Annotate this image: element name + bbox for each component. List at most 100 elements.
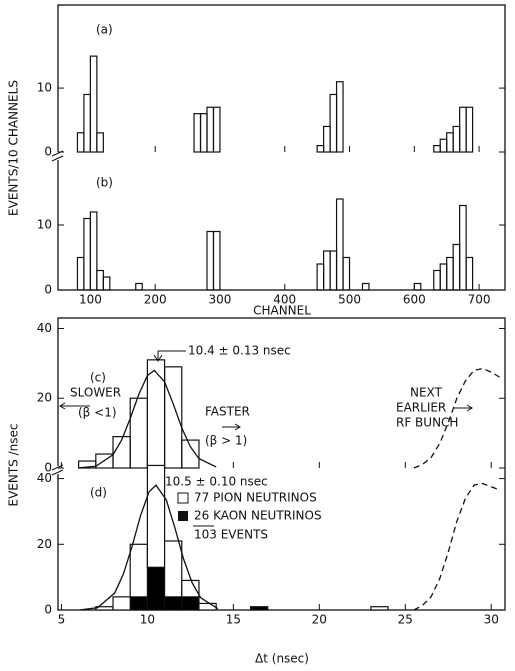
annotation: 10.4 ± 0.13 nsec bbox=[188, 344, 291, 358]
y-axis-label: EVENTS/10 CHANNELS bbox=[7, 80, 21, 216]
x-tick-label: 600 bbox=[403, 293, 426, 307]
bar bbox=[206, 106, 215, 153]
bar bbox=[199, 113, 208, 153]
x-axis-label: Δt (nsec) bbox=[255, 652, 309, 666]
x-tick-label: 10 bbox=[140, 613, 155, 627]
bar bbox=[198, 602, 217, 611]
y-tick-label: 0 bbox=[44, 603, 52, 617]
x-axis-label: CHANNEL bbox=[253, 304, 311, 318]
bar bbox=[329, 250, 338, 291]
bar bbox=[89, 211, 98, 291]
annotation: 103 EVENTS bbox=[194, 528, 268, 542]
bar bbox=[433, 269, 441, 291]
x-tick-label: 700 bbox=[468, 293, 491, 307]
panel-label: (a) bbox=[96, 23, 113, 37]
x-tick-label: 500 bbox=[338, 293, 361, 307]
bar bbox=[446, 132, 454, 153]
arrow bbox=[222, 423, 241, 431]
bar bbox=[163, 366, 183, 469]
arrow bbox=[454, 404, 473, 412]
legend-swatch bbox=[178, 511, 188, 521]
annotation: FASTER bbox=[205, 405, 250, 419]
bar bbox=[193, 113, 202, 153]
y-tick-label: 20 bbox=[37, 391, 52, 405]
bar bbox=[135, 282, 143, 291]
bar bbox=[361, 282, 370, 291]
curve bbox=[80, 484, 219, 611]
annotation: NEXT bbox=[410, 386, 443, 400]
bar bbox=[335, 198, 344, 291]
y-tick-label: 0 bbox=[44, 283, 52, 297]
bar bbox=[146, 359, 166, 469]
bar bbox=[89, 55, 98, 153]
bar bbox=[129, 543, 148, 598]
bar bbox=[342, 256, 351, 291]
frame-bottom bbox=[57, 317, 506, 611]
bar bbox=[83, 217, 91, 291]
annotation: SLOWER bbox=[70, 386, 121, 400]
bar bbox=[335, 81, 344, 153]
x-tick-label: 25 bbox=[398, 613, 413, 627]
legend-label: 26 KAON NEUTRINOS bbox=[194, 509, 322, 523]
annotation: 10.5 ± 0.10 nsec bbox=[165, 475, 268, 489]
bar bbox=[413, 282, 422, 291]
bar bbox=[181, 596, 200, 611]
bar bbox=[465, 256, 474, 291]
y-tick-label: 20 bbox=[37, 537, 52, 551]
annotation: (β <1) bbox=[78, 406, 117, 420]
bar bbox=[181, 579, 200, 598]
y-axis-label: EVENTS /nsec bbox=[7, 424, 21, 507]
x-tick-label: 5 bbox=[58, 613, 66, 627]
bar bbox=[112, 596, 131, 611]
bar bbox=[452, 125, 461, 153]
bar bbox=[370, 606, 389, 611]
legend-label: 77 PION NEUTRINOS bbox=[194, 491, 317, 505]
bar bbox=[452, 243, 461, 291]
bar bbox=[76, 132, 85, 153]
y-tick-label: 10 bbox=[37, 218, 52, 232]
y-tick-label: 0 bbox=[44, 461, 52, 475]
frame-top bbox=[57, 4, 506, 291]
bar bbox=[433, 145, 441, 153]
bar bbox=[102, 276, 111, 291]
bar bbox=[323, 250, 331, 291]
bar bbox=[212, 230, 221, 291]
bar bbox=[129, 397, 148, 469]
bar bbox=[96, 132, 104, 153]
bar bbox=[181, 439, 200, 469]
bar bbox=[439, 263, 448, 291]
curve bbox=[78, 369, 217, 469]
panel-label: (d) bbox=[90, 486, 107, 500]
bar bbox=[129, 596, 148, 611]
bar bbox=[465, 106, 474, 153]
bar bbox=[323, 125, 331, 153]
bar bbox=[76, 256, 85, 291]
x-tick-label: 20 bbox=[312, 613, 327, 627]
bar bbox=[459, 106, 467, 153]
panel-label: (c) bbox=[90, 371, 106, 385]
bar bbox=[163, 540, 183, 598]
annotation: EARLIER bbox=[396, 401, 446, 415]
bar bbox=[446, 256, 454, 291]
arrow bbox=[59, 402, 90, 410]
bar bbox=[459, 204, 467, 291]
bar bbox=[439, 138, 448, 153]
bar bbox=[249, 606, 269, 611]
bar bbox=[212, 106, 221, 153]
x-tick-label: 200 bbox=[144, 293, 167, 307]
panel-label: (b) bbox=[96, 176, 113, 190]
x-tick-label: 300 bbox=[209, 293, 232, 307]
x-tick-label: 15 bbox=[226, 613, 241, 627]
legend-swatch bbox=[177, 492, 189, 504]
y-tick-label: 0 bbox=[44, 145, 52, 159]
annotation: RF BUNCH bbox=[396, 416, 458, 430]
y-tick-label: 40 bbox=[37, 471, 52, 485]
x-tick-label: 100 bbox=[79, 293, 102, 307]
bar bbox=[83, 93, 91, 153]
bar bbox=[329, 93, 338, 153]
bar bbox=[146, 464, 166, 568]
bar bbox=[316, 263, 325, 291]
x-tick-label: 30 bbox=[484, 613, 499, 627]
